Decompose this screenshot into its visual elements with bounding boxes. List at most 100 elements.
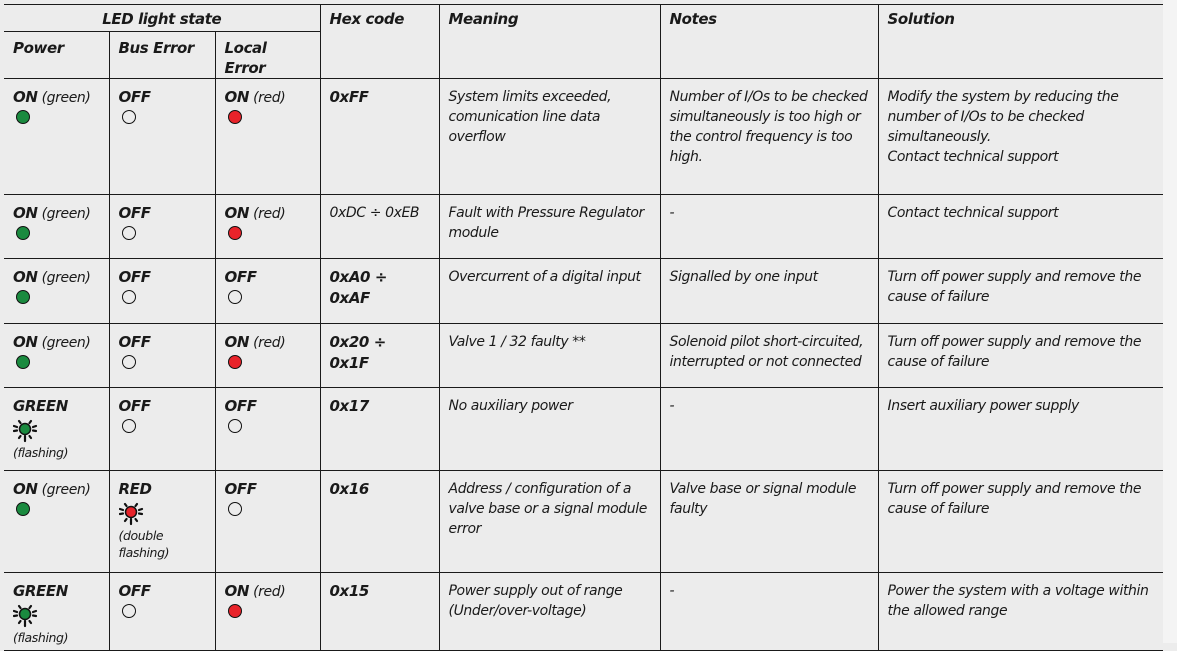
led-state-note: (double flashing) bbox=[118, 528, 170, 560]
power-cell: GREEN (flashing) bbox=[4, 572, 110, 651]
red-led-icon bbox=[227, 226, 242, 240]
off-led-icon bbox=[121, 110, 136, 124]
local-error-cell: OFF bbox=[214, 470, 321, 573]
bus-error-cell: OFF bbox=[108, 78, 216, 195]
green-flashing-led-icon bbox=[13, 419, 38, 443]
led-state-note: (red) bbox=[253, 206, 286, 222]
local-error-cell: ON (red) bbox=[214, 323, 321, 388]
led-state-label: ON bbox=[13, 268, 38, 286]
hex-code-cell: 0xA0 ÷ 0xAF bbox=[319, 258, 440, 324]
led-state-note: (flashing) bbox=[13, 630, 69, 645]
solution-text: Turn off power supply and remove the cau… bbox=[887, 481, 1142, 517]
notes-cell: Valve base or signal module faulty bbox=[659, 470, 879, 573]
solution-cell: Turn off power supply and remove the cau… bbox=[877, 470, 1164, 573]
header-power: Power bbox=[4, 31, 110, 79]
table-row: ON (green) OFF ON (red) 0x20 ÷ 0x1F Valve 1 … bbox=[4, 323, 1164, 388]
solution-cell: Insert auxiliary power supply bbox=[877, 387, 1164, 471]
green-led-icon bbox=[16, 290, 30, 304]
red-led-icon bbox=[227, 604, 242, 618]
solution-text: Insert auxiliary power supply bbox=[887, 398, 1080, 414]
led-state-label: OFF bbox=[224, 480, 257, 498]
red-led-icon bbox=[227, 355, 242, 369]
page-margin bbox=[1163, 0, 1177, 643]
led-state-label: OFF bbox=[118, 204, 151, 222]
solution-cell: Contact technical support bbox=[877, 194, 1164, 259]
solution-cell: Turn off power supply and remove the cau… bbox=[877, 323, 1164, 388]
led-state-label: ON bbox=[224, 88, 250, 106]
solution-text: Turn off power supply and remove the cau… bbox=[887, 334, 1142, 370]
bus-error-cell: OFF bbox=[108, 323, 216, 388]
table-row: GREEN (flashing) OFF ON (red) 0x15 Power sup… bbox=[4, 572, 1164, 651]
led-state-note: (green) bbox=[41, 482, 91, 498]
led-state-label: OFF bbox=[118, 582, 151, 600]
meaning-cell: Address / configuration of a valve base … bbox=[438, 470, 661, 573]
meaning-cell: Valve 1 / 32 faulty ** bbox=[438, 323, 661, 388]
led-state-label: GREEN bbox=[13, 397, 68, 415]
green-led-icon bbox=[16, 502, 30, 516]
led-state-label: OFF bbox=[118, 268, 151, 286]
notes-cell: - bbox=[659, 572, 879, 651]
table-row: ON (green) OFF ON (red) 0xFF System limits e… bbox=[4, 78, 1164, 195]
local-error-cell: OFF bbox=[214, 387, 321, 471]
notes-cell: - bbox=[659, 194, 879, 259]
table-row: ON (green) OFF ON (red) 0xDC ÷ 0xEB Fault wi… bbox=[4, 194, 1164, 259]
header-notes: Notes bbox=[659, 4, 879, 79]
led-state-note: (green) bbox=[41, 270, 91, 286]
bus-error-cell: OFF bbox=[108, 194, 216, 259]
solution-cell: Power the system with a voltage within t… bbox=[877, 572, 1164, 651]
power-cell: ON (green) bbox=[4, 470, 110, 573]
led-state-label: OFF bbox=[118, 333, 151, 351]
meaning-cell: Overcurrent of a digital input bbox=[438, 258, 661, 324]
solution-text: Power the system with a voltage within t… bbox=[887, 583, 1149, 619]
solution-text-extra: Contact technical support bbox=[887, 149, 1059, 165]
solution-cell: Turn off power supply and remove the cau… bbox=[877, 258, 1164, 324]
hex-code: 0x17 bbox=[329, 397, 370, 415]
solution-text: Turn off power supply and remove the cau… bbox=[887, 269, 1142, 305]
led-state-note: (flashing) bbox=[13, 445, 69, 460]
hex-code-cell: 0x16 bbox=[319, 470, 440, 573]
off-led-icon bbox=[227, 502, 242, 516]
power-cell: ON (green) bbox=[4, 78, 110, 195]
off-led-icon bbox=[121, 226, 136, 240]
off-led-icon bbox=[121, 419, 136, 433]
led-state-note: (red) bbox=[253, 90, 286, 106]
notes-cell: Solenoid pilot short-circuited, interrup… bbox=[659, 323, 879, 388]
led-state-label: ON bbox=[224, 582, 250, 600]
bus-error-cell: OFF bbox=[108, 258, 216, 324]
hex-code: 0x16 bbox=[329, 480, 370, 498]
green-led-icon bbox=[16, 110, 30, 124]
green-flashing-led-icon bbox=[13, 604, 38, 628]
hex-code: 0xA0 ÷ 0xAF bbox=[329, 268, 388, 307]
hex-code: 0x15 bbox=[329, 582, 370, 600]
power-cell: ON (green) bbox=[4, 194, 110, 259]
led-state-note: (green) bbox=[41, 206, 91, 222]
led-state-note: (green) bbox=[41, 90, 91, 106]
off-led-icon bbox=[121, 355, 136, 369]
table-row: ON (green) OFF OFF 0xA0 ÷ 0xAF Overcurrent o… bbox=[4, 258, 1164, 324]
header-solution: Solution bbox=[877, 4, 1164, 79]
header-local-error: Local Error bbox=[214, 31, 321, 79]
red-flashing-led-icon bbox=[118, 502, 143, 526]
meaning-cell: System limits exceeded, comunication lin… bbox=[438, 78, 661, 195]
local-error-cell: ON (red) bbox=[214, 78, 321, 195]
local-error-cell: ON (red) bbox=[214, 194, 321, 259]
meaning-cell: Power supply out of range (Under/over-vo… bbox=[438, 572, 661, 651]
off-led-icon bbox=[121, 604, 136, 618]
off-led-icon bbox=[227, 290, 242, 304]
header-hex-code: Hex code bbox=[319, 4, 440, 79]
led-state-label: OFF bbox=[224, 397, 257, 415]
table-row: GREEN (flashing) OFF OFF 0x17 No auxiliary p… bbox=[4, 387, 1164, 471]
led-state-label: GREEN bbox=[13, 582, 68, 600]
meaning-cell: No auxiliary power bbox=[438, 387, 661, 471]
solution-text: Contact technical support bbox=[887, 205, 1059, 221]
solution-text: Modify the system by reducing the number… bbox=[887, 89, 1119, 145]
led-state-label: OFF bbox=[118, 397, 151, 415]
led-state-note: (red) bbox=[253, 335, 286, 351]
off-led-icon bbox=[227, 419, 242, 433]
bus-error-cell: RED (double flashing) bbox=[108, 470, 216, 573]
hex-code-cell: 0xFF bbox=[319, 78, 440, 195]
header-meaning: Meaning bbox=[438, 4, 661, 79]
green-led-icon bbox=[16, 355, 30, 369]
hex-code: 0x20 ÷ 0x1F bbox=[329, 333, 387, 372]
off-led-icon bbox=[121, 290, 136, 304]
